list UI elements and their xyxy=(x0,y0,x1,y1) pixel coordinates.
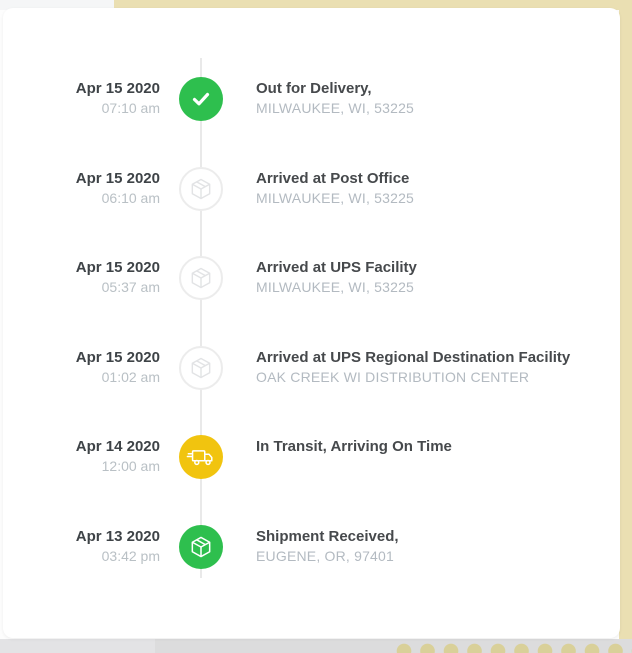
event-details: Arrived at UPS Regional Destination Faci… xyxy=(242,348,620,387)
page-background-gold-top xyxy=(114,0,632,10)
event-date: Apr 13 2020 xyxy=(75,527,160,545)
package-icon xyxy=(188,265,214,291)
timeline-event: Apr 15 2020 01:02 am Arrived at UPS Regi… xyxy=(3,345,620,436)
status-badge-delivered xyxy=(179,77,223,121)
event-datetime: Apr 15 2020 01:02 am xyxy=(3,348,160,387)
event-title: Out for Delivery, xyxy=(256,80,372,97)
event-location: OAK CREEK WI DISTRIBUTION CENTER xyxy=(256,368,530,385)
page-bottom-strip-light xyxy=(0,639,155,653)
event-datetime: Apr 15 2020 07:10 am xyxy=(3,79,160,118)
event-title: Shipment Received, xyxy=(256,527,399,545)
event-location: EUGENE, OR, 97401 xyxy=(256,547,395,564)
status-badge-received xyxy=(179,524,223,569)
status-badge-past xyxy=(179,256,223,301)
event-location: MILWAUKEE, WI, 53225 xyxy=(256,279,415,296)
event-date: Apr 15 2020 xyxy=(75,169,160,187)
timeline-event: Apr 15 2020 07:10 am Out for Delivery, M… xyxy=(3,77,620,167)
event-time: 12:00 am xyxy=(101,458,160,475)
page-bottom-strip xyxy=(0,639,632,653)
tracking-card: Apr 15 2020 07:10 am Out for Delivery, M… xyxy=(3,8,620,638)
timeline-event: Apr 14 2020 12:00 am In Transit, Arrivin… xyxy=(3,435,620,525)
status-badge-in-transit xyxy=(179,435,223,480)
truck-icon xyxy=(186,442,216,472)
event-date: Apr 15 2020 xyxy=(75,259,160,277)
event-details: Out for Delivery, MILWAUKEE, WI, 53225 xyxy=(242,79,620,118)
event-details: Shipment Received, EUGENE, OR, 97401 xyxy=(242,527,620,566)
event-date: Apr 15 2020 xyxy=(75,348,160,366)
event-time: 03:42 pm xyxy=(101,547,160,564)
event-details: Arrived at Post Office MILWAUKEE, WI, 53… xyxy=(242,169,620,208)
event-title: Arrived at Post Office xyxy=(256,169,410,187)
event-date: Apr 14 2020 xyxy=(75,438,160,456)
event-datetime: Apr 15 2020 06:10 am xyxy=(3,169,160,208)
package-icon xyxy=(188,355,214,381)
event-time: 05:37 am xyxy=(101,279,160,296)
event-time: 01:02 am xyxy=(101,368,160,385)
event-date: Apr 15 2020 xyxy=(75,80,160,97)
event-details: In Transit, Arriving On Time xyxy=(242,437,620,457)
event-time: 07:10 am xyxy=(101,100,160,116)
package-icon xyxy=(188,534,214,560)
event-location: MILWAUKEE, WI, 53225 xyxy=(256,100,415,116)
event-datetime: Apr 13 2020 03:42 pm xyxy=(3,527,160,566)
event-details: Arrived at UPS Facility MILWAUKEE, WI, 5… xyxy=(242,258,620,297)
status-badge-past xyxy=(179,166,223,211)
event-datetime: Apr 14 2020 12:00 am xyxy=(3,437,160,476)
package-icon xyxy=(188,176,214,202)
event-title: Arrived at UPS Regional Destination Faci… xyxy=(256,348,571,366)
timeline-event: Apr 13 2020 03:42 pm Shipment Received, … xyxy=(3,524,620,615)
event-title: Arrived at UPS Facility xyxy=(256,259,417,277)
check-icon xyxy=(189,87,213,111)
timeline-event: Apr 15 2020 06:10 am Arrived at Post Off… xyxy=(3,166,620,257)
event-title: In Transit, Arriving On Time xyxy=(256,438,452,456)
timeline-connector-line xyxy=(200,58,202,578)
page-background-gold-right xyxy=(619,0,632,641)
event-datetime: Apr 15 2020 05:37 am xyxy=(3,258,160,297)
timeline-event: Apr 15 2020 05:37 am Arrived at UPS Faci… xyxy=(3,256,620,346)
event-location: MILWAUKEE, WI, 53225 xyxy=(256,189,415,206)
page-background-left xyxy=(0,0,114,10)
dotted-pattern xyxy=(393,639,632,653)
status-badge-past xyxy=(179,345,223,390)
event-time: 06:10 am xyxy=(101,189,160,206)
shipment-timeline: Apr 15 2020 07:10 am Out for Delivery, M… xyxy=(3,8,620,638)
